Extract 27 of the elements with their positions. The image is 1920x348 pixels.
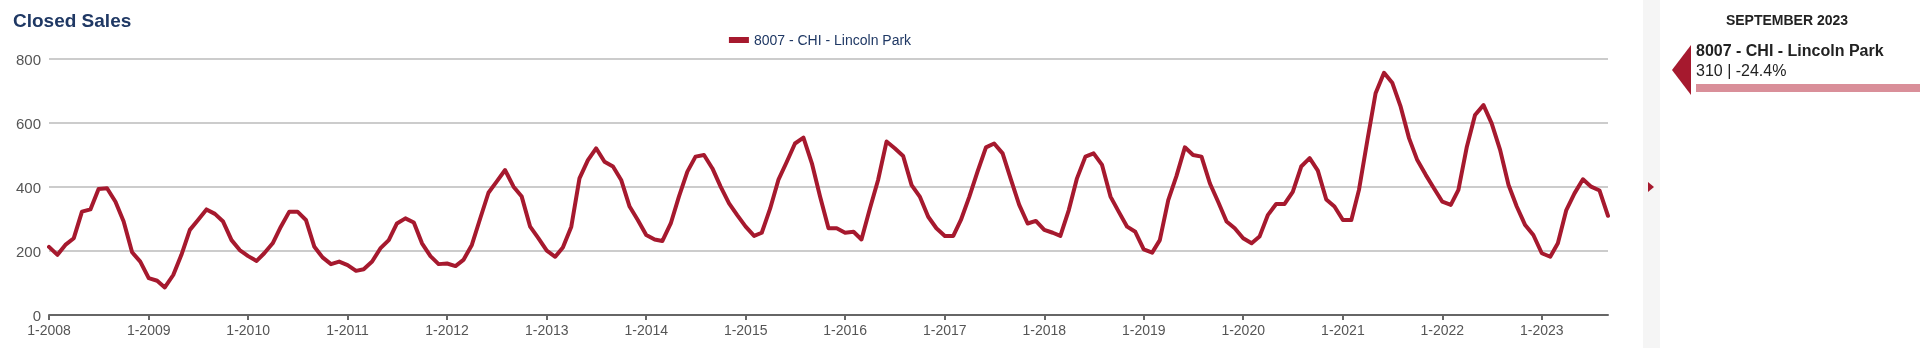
x-tick-label: 1-2018: [1022, 322, 1067, 338]
x-tick-label: 1-2020: [1221, 322, 1266, 338]
x-tick-label: 1-2017: [923, 322, 967, 338]
text: 8007 - CHI - Lincoln Park: [1696, 42, 1884, 60]
y-tick-label: 0: [32, 306, 41, 324]
x-tick-label: 1-2019: [1121, 322, 1166, 338]
x-tick-label: 1-2021: [1321, 322, 1365, 338]
x-tick-label: 1-2014: [624, 322, 669, 338]
x-tick-label: 1-2022: [1420, 322, 1465, 338]
x-tick-label: 1-2010: [226, 322, 271, 338]
x-tick-label: 1-2015: [723, 322, 768, 338]
line-series: [47, 70, 1610, 290]
y-tick-label: 200: [15, 242, 41, 260]
x-tick-label: 1-2023: [1520, 322, 1564, 338]
y-tick-label: 400: [15, 178, 41, 196]
y-tick-label: 600: [15, 114, 41, 132]
x-tick-label: 1-2013: [524, 322, 569, 338]
x-tick-label: 1-2009: [126, 322, 171, 338]
text: SEPTEMBER 2023: [1724, 12, 1850, 28]
text: 310 | -24.4%: [1696, 62, 1787, 80]
chart-title: Closed Sales: [13, 10, 132, 31]
x-tick-label: 1-2008: [27, 322, 72, 338]
legend-label: 8007 - CHI - Lincoln Park: [753, 32, 913, 48]
x-tick-label: 1-2011: [326, 322, 370, 338]
x-tick-label: 1-2016: [823, 322, 868, 338]
x-tick-label: 1-2012: [425, 322, 470, 338]
y-tick-label: 800: [15, 50, 41, 68]
